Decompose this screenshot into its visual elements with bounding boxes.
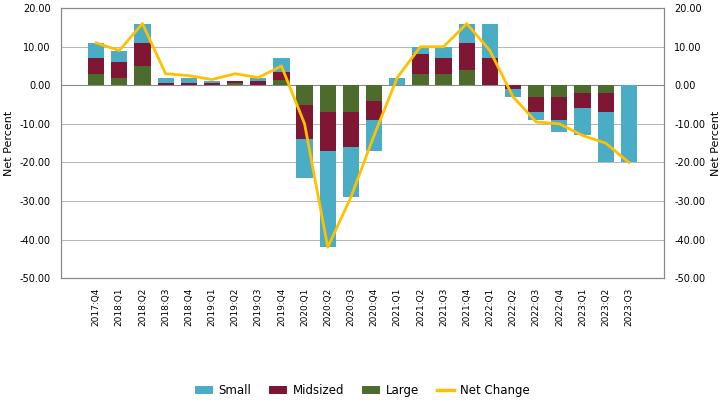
Bar [134, 24, 151, 43]
Bar [250, 81, 266, 85]
Bar [482, 24, 498, 58]
Bar [436, 58, 452, 74]
Bar [436, 47, 452, 58]
Bar [343, 112, 359, 147]
Bar [551, 97, 568, 120]
Bar [551, 85, 568, 97]
Bar [320, 85, 336, 112]
Y-axis label: Net Percent: Net Percent [4, 110, 14, 176]
Bar [413, 74, 428, 85]
Bar [111, 78, 128, 85]
Bar [459, 24, 475, 43]
Bar [297, 105, 312, 139]
Bar [273, 72, 289, 79]
Bar [227, 81, 243, 83]
Bar [413, 47, 428, 54]
Bar [528, 97, 544, 112]
Bar [459, 43, 475, 70]
Bar [297, 139, 312, 178]
Bar [320, 112, 336, 151]
Bar [528, 85, 544, 97]
Bar [574, 85, 591, 93]
Bar [157, 83, 174, 85]
Bar [88, 74, 104, 85]
Bar [204, 81, 220, 83]
Bar [597, 93, 614, 112]
Bar [621, 85, 637, 162]
Bar [181, 78, 197, 83]
Bar [134, 43, 151, 66]
Bar [273, 58, 289, 72]
Legend: Small, Midsized, Large, Net Change: Small, Midsized, Large, Net Change [190, 380, 535, 402]
Bar [227, 83, 243, 85]
Bar [505, 85, 521, 89]
Bar [273, 79, 289, 85]
Bar [389, 78, 405, 85]
Bar [459, 70, 475, 85]
Bar [551, 120, 568, 132]
Bar [134, 66, 151, 85]
Bar [343, 147, 359, 197]
Bar [297, 85, 312, 105]
Bar [343, 85, 359, 112]
Y-axis label: Net Percent: Net Percent [710, 110, 721, 176]
Bar [366, 85, 382, 101]
Bar [366, 101, 382, 120]
Bar [88, 58, 104, 74]
Bar [111, 62, 128, 78]
Bar [597, 112, 614, 162]
Bar [366, 120, 382, 151]
Bar [157, 78, 174, 83]
Bar [528, 112, 544, 120]
Bar [88, 43, 104, 58]
Bar [413, 54, 428, 74]
Bar [204, 83, 220, 85]
Bar [574, 108, 591, 135]
Bar [250, 78, 266, 81]
Bar [505, 89, 521, 97]
Bar [111, 51, 128, 62]
Bar [597, 85, 614, 93]
Bar [574, 93, 591, 108]
Bar [482, 58, 498, 85]
Bar [320, 151, 336, 247]
Bar [436, 74, 452, 85]
Bar [181, 83, 197, 85]
